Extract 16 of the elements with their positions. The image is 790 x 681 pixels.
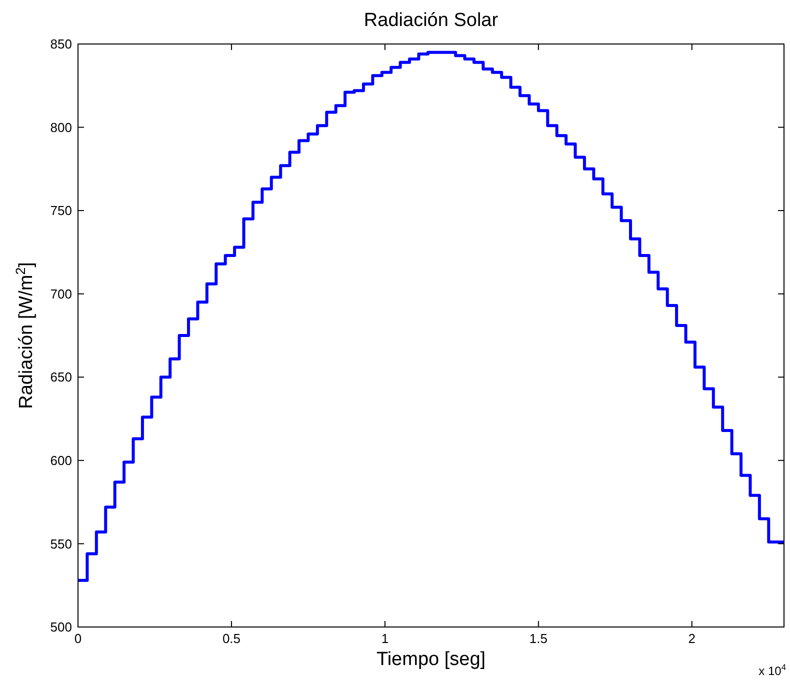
- y-tick-label: 500: [50, 620, 72, 635]
- chart-title: Radiación Solar: [364, 10, 499, 31]
- x-tick-label: 0.5: [222, 631, 241, 646]
- y-tick-label: 850: [50, 36, 72, 52]
- x-tick-label: 0: [74, 631, 82, 646]
- y-tick-label: 750: [50, 203, 72, 218]
- y-tick-label: 650: [50, 370, 72, 385]
- x-tick-label: 1: [381, 631, 389, 646]
- x-tick-label: 1.5: [529, 631, 548, 646]
- y-tick-label: 700: [50, 286, 72, 302]
- y-tick-label: 800: [50, 120, 72, 135]
- text: x 10$^{4}$: [758, 662, 786, 678]
- x-axis-title: Tiempo [seg]: [376, 649, 486, 670]
- y-tick-label: 550: [50, 536, 72, 552]
- x-tick-label: 2: [688, 631, 696, 646]
- y-tick-label: 600: [50, 452, 72, 468]
